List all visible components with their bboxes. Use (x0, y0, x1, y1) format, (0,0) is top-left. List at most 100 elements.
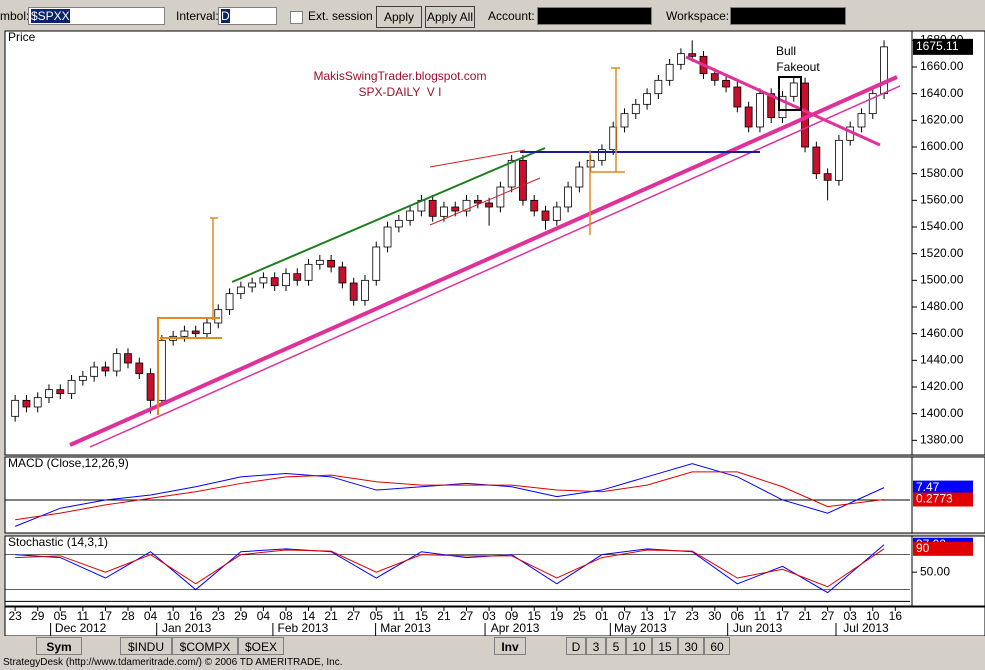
tab[interactable]: Sym (36, 637, 82, 655)
account-field[interactable] (537, 7, 652, 25)
indicator-line (15, 544, 885, 594)
candle-body (812, 146, 821, 175)
tab[interactable]: 5 (606, 637, 626, 655)
candle-body (654, 79, 663, 95)
candle-body (293, 273, 302, 281)
tab[interactable]: $COMPX (172, 637, 238, 655)
macd-panel-label: MACD (Close,12,26,9) (8, 456, 129, 470)
apply-button[interactable]: Apply (376, 6, 422, 28)
last-price-label: 1675.11 (916, 39, 959, 53)
x-tick-label: 01 (595, 609, 609, 623)
x-tick-label: 15 (528, 609, 542, 623)
candle-body (112, 353, 121, 372)
candle-body (327, 259, 336, 268)
candle-body (507, 159, 516, 188)
candle-body (406, 210, 415, 221)
workspace-label: Workspace: (666, 9, 730, 23)
month-label: Jul 2013 (843, 621, 889, 635)
candle-body (124, 353, 132, 364)
annotation: SPX-DAILY V I (359, 85, 442, 99)
candle-body (519, 159, 527, 201)
x-tick-label: 08 (279, 609, 293, 623)
candle-body (349, 282, 358, 301)
candle-body (394, 219, 403, 228)
x-tick-label: 11 (393, 609, 406, 623)
month-label: Dec 2012 (55, 621, 107, 635)
candle-body (214, 309, 223, 324)
candle-body (473, 199, 482, 204)
candle-body (78, 375, 87, 381)
x-tick-label: 05 (54, 609, 68, 623)
candle-body (710, 73, 719, 81)
candle-body (789, 82, 798, 97)
month-label: Apr 2013 (491, 621, 540, 635)
value-box (913, 541, 973, 556)
value-box (913, 492, 973, 507)
month-label: Feb 2013 (278, 621, 329, 635)
x-tick-label: 03 (482, 609, 496, 623)
candle-body (451, 206, 460, 212)
tab[interactable]: $INDU (120, 637, 172, 655)
x-tick-label: 23 (212, 609, 226, 623)
indicator-line (15, 548, 885, 588)
candle-body (688, 53, 697, 57)
month-label: May 2013 (614, 621, 667, 635)
tab[interactable]: 3 (586, 637, 606, 655)
workspace-field[interactable] (730, 7, 846, 25)
value-label: 7.47 (916, 480, 940, 494)
x-tick-label: 07 (618, 609, 632, 623)
candle-body (835, 139, 843, 181)
tab[interactable]: D (566, 637, 586, 655)
candle-body (383, 226, 392, 248)
apply-all-button[interactable]: Apply All (425, 6, 475, 28)
symbol-value: $SPXX (31, 9, 70, 23)
y-tick-label: 1600.00 (920, 139, 964, 153)
annotation: MakisSwingTrader.blogspot.com (314, 69, 487, 83)
x-tick-label: 28 (121, 609, 135, 623)
x-tick-label: 29 (234, 609, 248, 623)
candle-body (541, 210, 550, 221)
ext-checkbox[interactable] (290, 11, 303, 24)
trendlines (69, 55, 901, 448)
x-tick-label: 23 (8, 609, 22, 623)
tab[interactable]: $OEX (238, 637, 284, 655)
candle-body (101, 366, 110, 372)
candle-body (259, 277, 268, 284)
x-tick-label: 21 (798, 609, 812, 623)
candle-body (33, 397, 42, 408)
y-tick-label: 1500.00 (920, 273, 964, 287)
candle-body (857, 113, 866, 128)
tab[interactable]: Inv (494, 637, 526, 655)
x-tick-label: 25 (573, 609, 587, 623)
candle-body (552, 206, 561, 221)
y-tick-label: 1480.00 (920, 299, 964, 313)
interval-field[interactable]: D (218, 7, 277, 25)
candle-body (575, 166, 584, 188)
tab[interactable]: 60 (704, 637, 730, 655)
x-tick-label: 04 (144, 609, 158, 623)
x-tick-label: 17 (663, 609, 677, 623)
candle-body (191, 330, 200, 335)
tab[interactable]: 15 (652, 637, 678, 655)
tab[interactable]: 10 (626, 637, 652, 655)
candle-body (823, 173, 832, 181)
candle-body (496, 186, 505, 208)
y-tick-label: 1620.00 (920, 113, 964, 127)
x-tick-label: 04 (257, 609, 271, 623)
value-label: 90 (916, 541, 930, 555)
candle-body (868, 93, 877, 115)
candle-body (485, 202, 493, 208)
tab[interactable]: 30 (678, 637, 704, 655)
y-tick-label: 1560.00 (920, 193, 964, 207)
symbol-field[interactable]: $SPXX (28, 7, 165, 25)
candle-body (722, 79, 730, 88)
macd-panel (4, 456, 913, 534)
price-panel-label: Price (8, 30, 36, 44)
x-tick-label: 11 (77, 609, 90, 623)
candle-body (643, 93, 651, 105)
candle-body (733, 86, 742, 108)
candle-body (315, 259, 324, 265)
candle-body (880, 46, 888, 95)
candle-body (236, 286, 245, 295)
